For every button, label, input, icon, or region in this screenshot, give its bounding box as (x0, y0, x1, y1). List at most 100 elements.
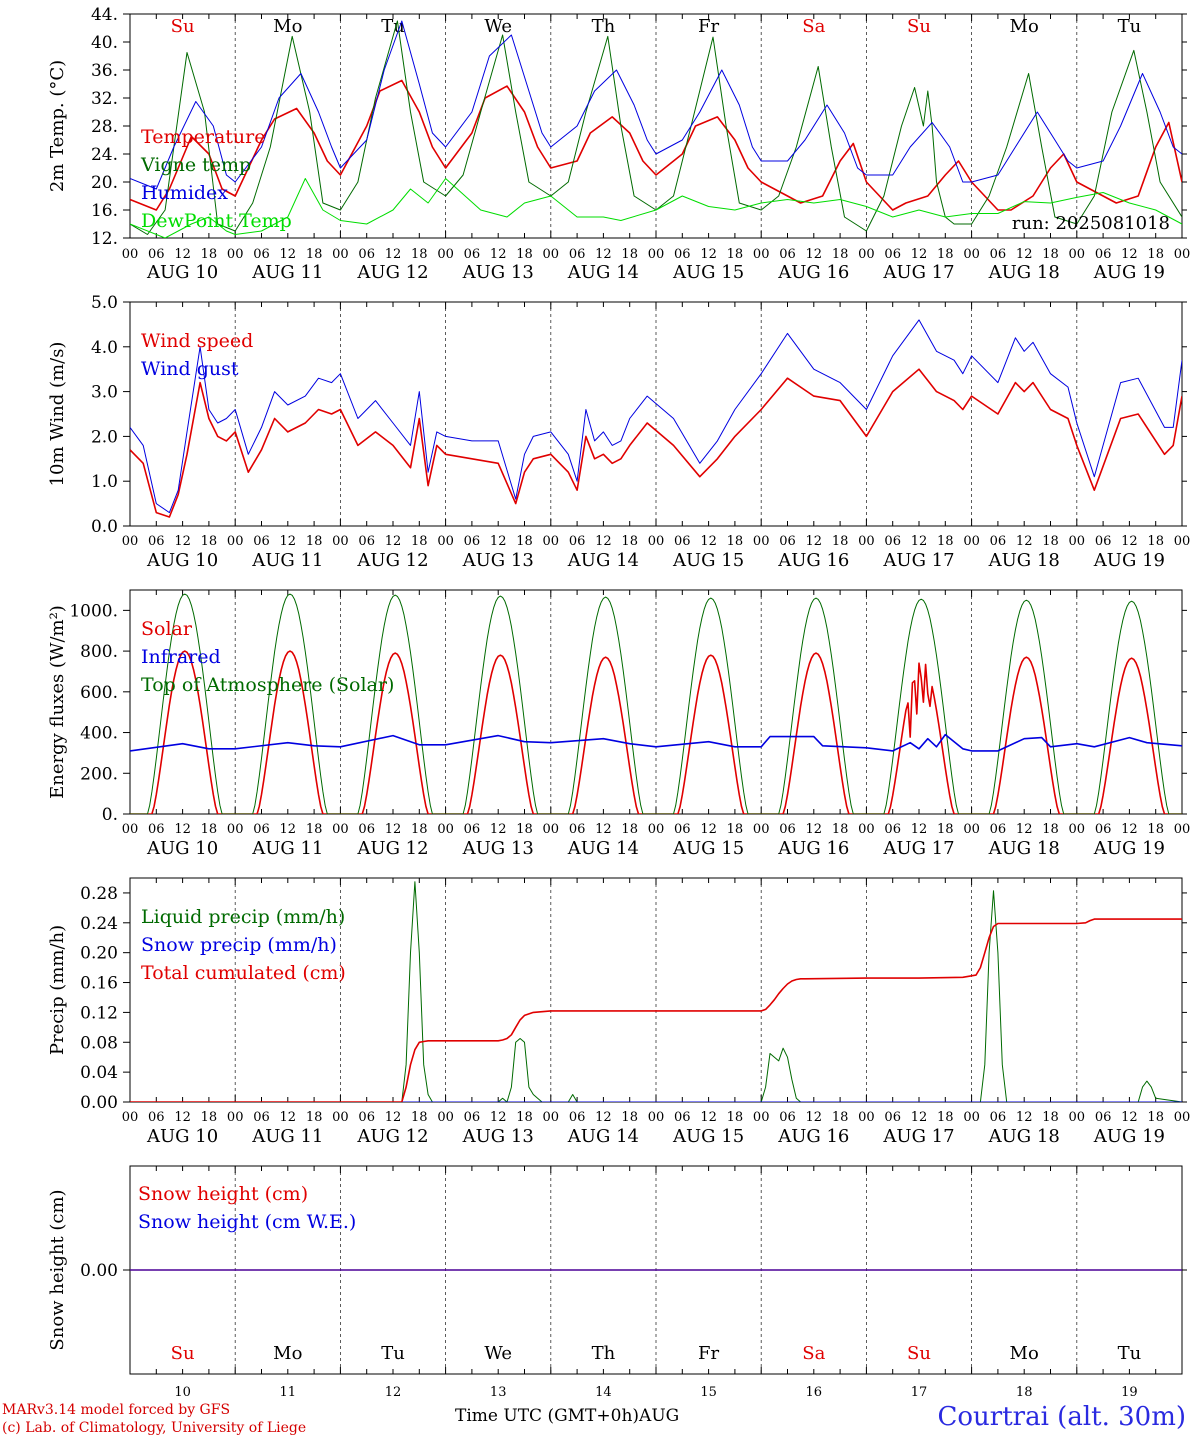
x-hour-label: 06 (884, 247, 901, 262)
x-hour-label: 18 (1042, 1110, 1059, 1125)
x-hour-label: 00 (1174, 534, 1191, 549)
x-date-label: AUG 18 (988, 262, 1060, 283)
y-tick-label: 0.04 (80, 1063, 118, 1083)
x-date-label: AUG 10 (146, 1126, 218, 1147)
x-hour-label: 00 (122, 534, 139, 549)
weekday-label: Su (907, 1343, 931, 1364)
x-hour-label: 06 (148, 534, 165, 549)
x-hour-label: 18 (1147, 534, 1164, 549)
x-hour-label: 18 (201, 534, 218, 549)
x-hour-label: 12 (385, 247, 402, 262)
x-hour-label: 00 (858, 1110, 875, 1125)
y-tick-label: 0.16 (80, 974, 118, 994)
x-date-label: AUG 15 (672, 1126, 744, 1147)
x-hour-label: 18 (937, 247, 954, 262)
x-hour-label: 00 (1069, 822, 1086, 837)
x-date-label: AUG 19 (1093, 838, 1165, 859)
x-date-label: AUG 17 (882, 550, 954, 571)
x-date-label: AUG 16 (777, 550, 849, 571)
x-hour-label: 00 (543, 534, 560, 549)
legend-entry: Snow height (cm W.E.) (138, 1211, 356, 1233)
weekday-label: Tu (1118, 16, 1142, 37)
y-tick-label: 0. (102, 805, 118, 825)
x-hour-label: 18 (306, 534, 323, 549)
x-hour-label: 06 (990, 1110, 1007, 1125)
x-date-label: AUG 17 (882, 838, 954, 859)
snow-panel: 0.00 Snow height (cm) Su Mo Tu We Th Fr Sa Su Mo Tu… (47, 1165, 1187, 1400)
x-hour-label: 12 (1016, 1110, 1033, 1125)
weekday-label: Su (907, 16, 931, 37)
temperature-y-axis-label: 2m Temp. (°C) (47, 60, 68, 192)
x-hour-label: 06 (990, 247, 1007, 262)
x-hour-label: 12 (700, 534, 717, 549)
x-date-label: AUG 14 (567, 550, 639, 571)
x-hour-label: 06 (464, 247, 481, 262)
x-hour-label: 18 (1042, 247, 1059, 262)
x-hour-label: 18 (516, 822, 533, 837)
x-hour-label: 18 (411, 1110, 428, 1125)
legend-entry: Top of Atmosphere (Solar) (141, 674, 394, 696)
x-hour-label: 00 (332, 247, 349, 262)
model-credit: MARv3.14 model forced by GFS (2, 1402, 231, 1418)
day-number-label: 17 (911, 1385, 928, 1400)
x-hour-label: 18 (306, 1110, 323, 1125)
wind-frame (129, 301, 1183, 527)
weekday-label: Su (171, 1343, 195, 1364)
x-hour-label: 12 (595, 1110, 612, 1125)
x-hour-label: 18 (201, 1110, 218, 1125)
y-tick-label: 36. (91, 61, 118, 81)
x-hour-label: 06 (569, 534, 586, 549)
x-hour-label: 00 (648, 534, 665, 549)
x-hour-label: 12 (280, 822, 297, 837)
day-number-label: 14 (595, 1385, 612, 1400)
day-number-label: 16 (806, 1385, 823, 1400)
x-hour-label: 18 (832, 534, 849, 549)
y-tick-label: 4.0 (91, 338, 118, 358)
weekday-label: Tu (1118, 1343, 1142, 1364)
x-hour-label: 18 (201, 822, 218, 837)
x-hour-label: 00 (122, 822, 139, 837)
series-line-wind-speed (130, 368, 1182, 518)
x-hour-label: 00 (332, 822, 349, 837)
y-tick-label: 0.12 (80, 1003, 118, 1023)
copyright-credit: (c) Lab. of Climatology, University of L… (2, 1420, 307, 1436)
weekday-label: Sa (802, 16, 825, 37)
x-hour-label: 12 (385, 1110, 402, 1125)
x-hour-label: 00 (753, 822, 770, 837)
y-tick-label: 44. (91, 5, 118, 25)
x-hour-label: 00 (437, 247, 454, 262)
y-tick-label: 24. (91, 145, 118, 165)
x-hour-label: 00 (963, 534, 980, 549)
x-hour-label: 06 (569, 247, 586, 262)
x-date-label: AUG 18 (988, 1126, 1060, 1147)
x-hour-label: 18 (832, 247, 849, 262)
x-date-label: AUG 18 (988, 838, 1060, 859)
y-tick-label: 0.00 (80, 1093, 118, 1113)
x-hour-label: 00 (1069, 534, 1086, 549)
x-hour-label: 06 (253, 1110, 270, 1125)
x-hour-label: 00 (1174, 822, 1191, 837)
x-date-label: AUG 19 (1093, 1126, 1165, 1147)
day-number-label: 15 (700, 1385, 717, 1400)
y-tick-label: 0.20 (80, 944, 118, 964)
x-hour-label: 00 (227, 534, 244, 549)
y-tick-label: 32. (91, 89, 118, 109)
weekday-label: Mo (273, 16, 302, 37)
legend-entry: Snow height (cm) (138, 1183, 308, 1205)
x-hour-label: 18 (1147, 1110, 1164, 1125)
day-number-label: 10 (174, 1385, 191, 1400)
x-hour-label: 06 (253, 247, 270, 262)
legend-entry: DewPoint Temp (141, 210, 292, 232)
x-hour-label: 18 (306, 247, 323, 262)
series-line-dewpoint-temp (130, 178, 1182, 238)
legend-entry: Humidex (141, 182, 228, 204)
wind-y-axis-label: 10m Wind (m/s) (47, 342, 68, 487)
x-hour-label: 12 (1121, 247, 1138, 262)
x-hour-label: 00 (227, 822, 244, 837)
x-date-label: AUG 14 (567, 1126, 639, 1147)
x-hour-label: 06 (1095, 534, 1112, 549)
x-date-label: AUG 16 (777, 262, 849, 283)
x-date-label: AUG 17 (882, 262, 954, 283)
x-hour-label: 12 (174, 822, 191, 837)
